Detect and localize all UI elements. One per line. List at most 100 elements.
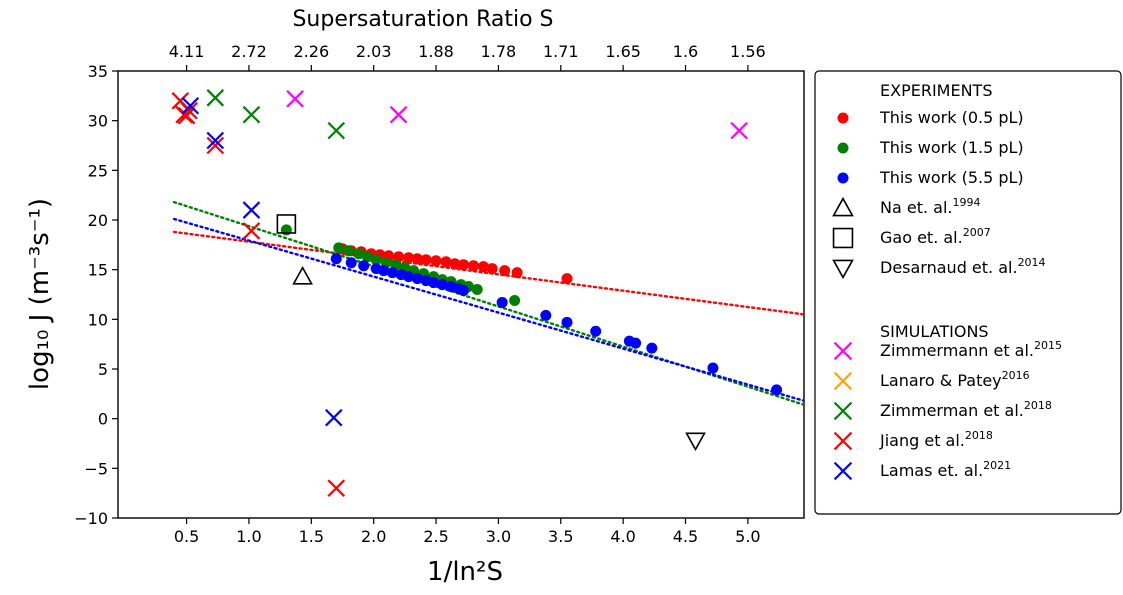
top-tick-label-0: 4.11 [169,42,205,61]
legend-label-text-4: Gao et. al. [880,228,963,247]
legend-marker-7 [833,371,853,391]
data-point-s9-6-stroke [327,479,346,497]
legend-label-10: Lamas et. al.2021 [880,459,1011,480]
legend-header-experiments: EXPERIMENTS [880,81,992,100]
data-point-s9-4-stroke [206,136,225,155]
x-tick-label-1: 1.0 [236,527,261,546]
legend-marker-5 [832,259,854,280]
data-point-s6-1 [389,105,408,124]
legend-marker-6-stroke [833,341,853,361]
data-point-s9-4 [206,136,225,155]
data-point-s0-18 [511,267,523,279]
top-tick-label-5: 1.78 [481,42,517,61]
data-point-s2-18 [590,325,602,337]
fit-line-0 [172,230,804,316]
legend-label-text-8: Zimmerman et al. [880,401,1024,420]
data-point-s0-15 [477,261,489,273]
legend-label-sup-9: 2018 [965,429,993,442]
y-tick-label-9: 35 [88,62,108,81]
legend-marker-4 [832,227,854,249]
y-axis-title: log₁₀ J (m⁻³s⁻¹) [25,198,55,390]
data-point-s2-14 [457,285,469,297]
legend: EXPERIMENTS SIMULATIONS This work (0.5 pL)… [832,81,1062,481]
data-point-s8-2-stroke [327,121,346,140]
x-tick-label-2: 1.5 [299,527,324,546]
data-point-s1-4 [361,251,373,263]
data-point-s6-2 [730,121,748,140]
data-point-s6-0-stroke [286,90,304,108]
data-point-s2-20 [630,337,642,349]
legend-box [814,70,1122,515]
data-point-s2-17 [561,316,573,328]
top-tick-label-3: 2.03 [356,42,392,61]
y-tick-label-0: −10 [74,509,108,528]
data-point-s2-4 [378,265,390,277]
top-tick-label-7: 1.65 [605,42,641,61]
legend-marker-1 [837,142,849,154]
data-point-s6-0 [286,90,304,108]
data-point-s3-0 [292,265,313,285]
legend-label-0: This work (0.5 pL) [879,108,1024,127]
data-point-s10-3 [325,408,343,427]
legend-label-text-9: Jiang et al. [879,431,965,450]
data-point-s0-14 [467,260,479,272]
legend-marker-2 [837,172,849,184]
data-point-s9-2-stroke [180,101,198,120]
data-point-s2-1 [345,257,357,269]
data-point-s1-5 [370,254,382,266]
data-points [171,89,783,497]
data-point-s9-5 [242,222,261,240]
data-point-s8-1-stroke [242,105,261,124]
x-tick-label-8: 4.5 [673,527,698,546]
y-tick-label-1: −5 [84,459,108,478]
x-tick-label-4: 2.5 [423,527,448,546]
top-tick-label-1: 2.72 [231,42,267,61]
data-point-s9-6 [327,479,346,497]
legend-label-text-3: Na et. al. [880,198,952,217]
legend-marker-3 [832,196,854,217]
legend-label-text-6: Zimmermann et al. [880,341,1034,360]
legend-label-7: Lanaro & Patey2016 [880,369,1030,390]
plot-area-frame [117,70,805,519]
data-point-s0-13 [457,259,469,271]
data-point-s0-10 [430,255,442,267]
y-axis-ticks: −10 −5 0 5 10 15 20 25 30 35 [74,62,118,528]
x-tick-label-0: 0.5 [174,527,199,546]
legend-label-6: Zimmermann et al.2015 [880,339,1062,360]
data-point-s8-2 [327,121,346,140]
legend-marker-10 [833,461,853,481]
data-point-s9-2 [180,101,198,120]
legend-label-text-10: Lamas et. al. [880,461,983,480]
legend-marker-9 [833,431,853,451]
legend-marker-7-stroke [833,371,853,391]
fit-lines [172,200,804,406]
data-point-s1-16 [471,284,483,296]
data-point-s2-15 [496,296,508,308]
y-tick-label-5: 15 [88,261,108,280]
data-point-s4-0 [276,214,297,234]
legend-marker-6 [833,341,853,361]
legend-marker-8 [833,401,853,421]
legend-label-text-0: This work (0.5 pL) [879,108,1024,127]
data-point-s10-2-stroke [242,201,261,219]
legend-marker-9-stroke [833,431,853,451]
legend-label-text-1: This work (1.5 pL) [879,138,1024,157]
legend-label-9: Jiang et al.2018 [879,429,993,450]
legend-label-sup-7: 2016 [1002,369,1030,382]
data-point-s0-8 [411,253,423,265]
data-point-s9-3 [177,106,196,125]
legend-marker-0 [837,112,849,124]
y-tick-label-8: 30 [88,112,108,131]
legend-label-3: Na et. al.1994 [880,196,980,217]
x-axis-ticks: 0.5 1.0 1.5 2.0 2.5 3.0 3.5 4.0 4.5 5.0 [174,518,761,546]
data-point-s0-9 [420,254,432,266]
x-tick-label-6: 3.5 [548,527,573,546]
legend-label-text-7: Lanaro & Patey [880,371,1002,390]
top-tick-label-9: 1.56 [730,42,766,61]
legend-label-5: Desarnaud et. al.2014 [880,256,1046,277]
legend-label-sup-8: 2018 [1024,399,1052,412]
data-point-s2-23 [771,384,783,396]
x-tick-label-3: 2.0 [361,527,386,546]
data-point-s2-10 [428,277,440,289]
